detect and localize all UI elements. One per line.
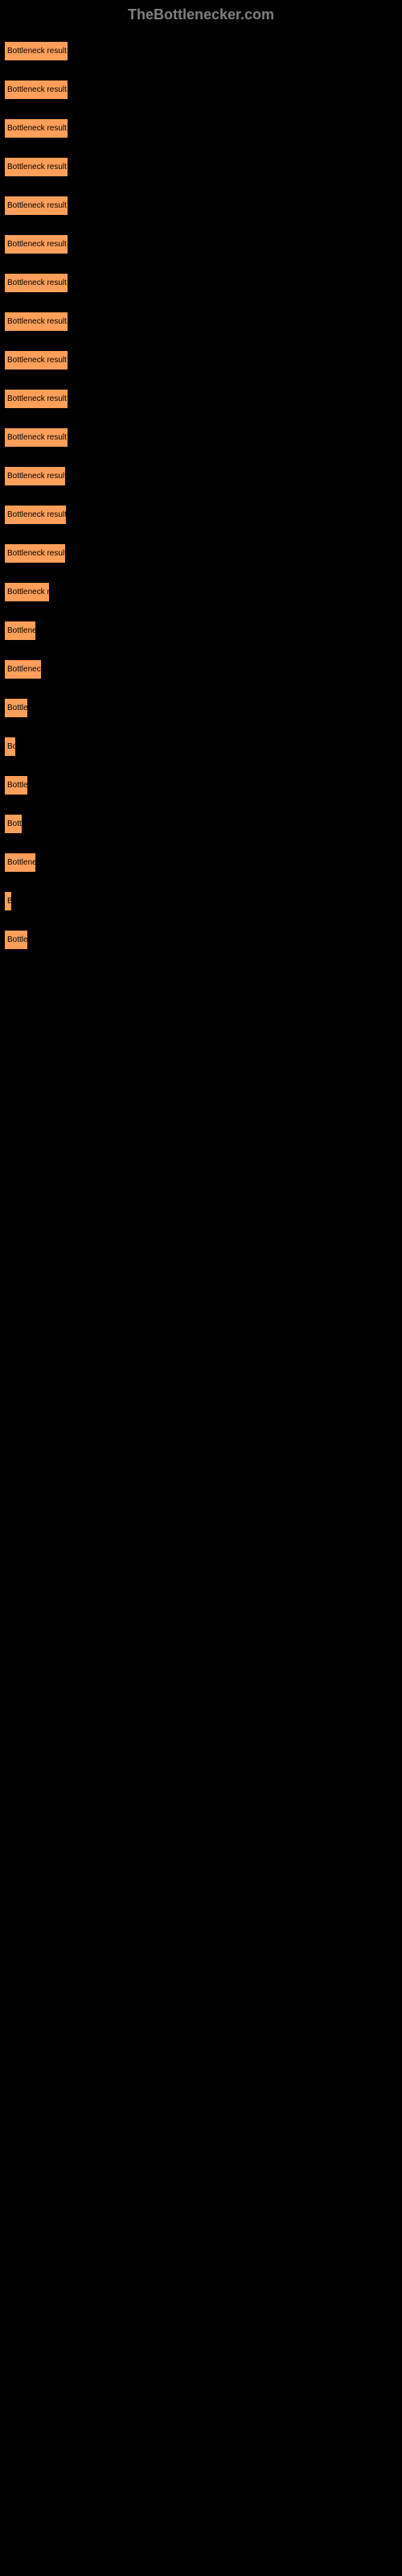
- bar-label: Bottleneck result: [7, 124, 67, 133]
- bar-label: Bottleneck result: [7, 433, 67, 442]
- bar-label: Bottlene: [7, 626, 36, 635]
- page-title: TheBottlenecker.com: [0, 0, 402, 30]
- bar-label: Bottleneck result: [7, 510, 67, 519]
- bar-label: Bottle: [7, 935, 28, 944]
- bar-label: Bottleneck r: [7, 588, 50, 597]
- bar-row: Bottlene: [4, 841, 398, 880]
- bar-row: Bottleneck r: [4, 571, 398, 609]
- bar: Bottleneck result: [4, 234, 68, 254]
- bar-label: Bottleneck result: [7, 163, 67, 171]
- bar: Bottleneck result: [4, 80, 68, 100]
- bar-label: Bottleneck result: [7, 472, 66, 481]
- bar-label: Bottle: [7, 704, 28, 712]
- bar: Bo: [4, 737, 16, 757]
- bar: Bottleneck result: [4, 41, 68, 61]
- bar: Bottleneck result: [4, 350, 68, 370]
- bar-row: Bottleneck result: [4, 378, 398, 416]
- bar-row: Bottleneck result: [4, 223, 398, 262]
- bar: Bottleneck result: [4, 118, 68, 138]
- bar-label: Bo: [7, 742, 16, 751]
- bar: Bottleneck result: [4, 157, 68, 177]
- bar-row: Bottleneck result: [4, 184, 398, 223]
- bar: Bottleneck r: [4, 582, 50, 602]
- bar-label: Bottleneck result: [7, 201, 67, 210]
- bar-row: Bottleneck result: [4, 30, 398, 68]
- bar: Bottlene: [4, 621, 36, 641]
- bar-row: B: [4, 880, 398, 919]
- bar-label: Bott: [7, 819, 22, 828]
- bar: Bottle: [4, 930, 28, 950]
- bar-label: Bottleneck result: [7, 356, 67, 365]
- bar: Bottleneck result: [4, 312, 68, 332]
- bar: Bott: [4, 814, 23, 834]
- bar-label: Bottleneck result: [7, 85, 67, 94]
- bar-row: Bottleneck result: [4, 262, 398, 300]
- bar: Bottleneck result: [4, 505, 67, 525]
- bar-label: Bottleneck result: [7, 317, 67, 326]
- bar: Bottleneck: [4, 659, 42, 679]
- bar: Bottleneck result: [4, 543, 66, 564]
- bar: Bottleneck result: [4, 196, 68, 216]
- bar-label: Bottle: [7, 781, 28, 790]
- bar: Bottleneck result: [4, 427, 68, 448]
- bar-row: Bottle: [4, 764, 398, 803]
- bar: Bottle: [4, 775, 28, 795]
- bar-row: Bottleneck: [4, 648, 398, 687]
- bar-label: B: [7, 897, 12, 906]
- bar-label: Bottleneck result: [7, 549, 66, 558]
- bar-label: Bottleneck result: [7, 394, 67, 403]
- bar-row: Bottleneck result: [4, 146, 398, 184]
- bar-label: Bottleneck: [7, 665, 42, 674]
- bar-row: Bottle: [4, 919, 398, 957]
- bar-row: Bottle: [4, 687, 398, 725]
- bar: Bottleneck result: [4, 389, 68, 409]
- bar-row: Bottlene: [4, 609, 398, 648]
- bar-label: Bottleneck result: [7, 240, 67, 249]
- bar: Bottleneck result: [4, 273, 68, 293]
- bar-row: Bo: [4, 725, 398, 764]
- bar: Bottleneck result: [4, 466, 66, 486]
- bar-row: Bottleneck result: [4, 68, 398, 107]
- bar: B: [4, 891, 12, 911]
- bar-label: Bottlene: [7, 858, 36, 867]
- bar-row: Bottleneck result: [4, 493, 398, 532]
- bar-label: Bottleneck result: [7, 47, 67, 56]
- bar-row: Bottleneck result: [4, 107, 398, 146]
- bar-row: Bottleneck result: [4, 532, 398, 571]
- bar-row: Bottleneck result: [4, 455, 398, 493]
- bar: Bottlene: [4, 852, 36, 873]
- bar-row: Bott: [4, 803, 398, 841]
- bar-row: Bottleneck result: [4, 339, 398, 378]
- bar-label: Bottleneck result: [7, 279, 67, 287]
- bar-chart: Bottleneck result Bottleneck result Bottle…: [0, 30, 402, 957]
- bar-row: Bottleneck result: [4, 416, 398, 455]
- bar: Bottle: [4, 698, 28, 718]
- bar-row: Bottleneck result: [4, 300, 398, 339]
